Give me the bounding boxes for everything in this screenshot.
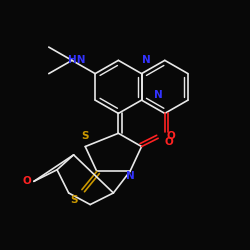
- Text: O: O: [23, 176, 32, 186]
- Text: O: O: [165, 136, 173, 146]
- Text: S: S: [82, 130, 89, 140]
- Text: N: N: [154, 90, 163, 100]
- Text: S: S: [70, 194, 77, 204]
- Text: N: N: [142, 55, 151, 65]
- Text: O: O: [166, 130, 175, 140]
- Text: HN: HN: [68, 55, 86, 65]
- Text: N: N: [126, 171, 135, 181]
